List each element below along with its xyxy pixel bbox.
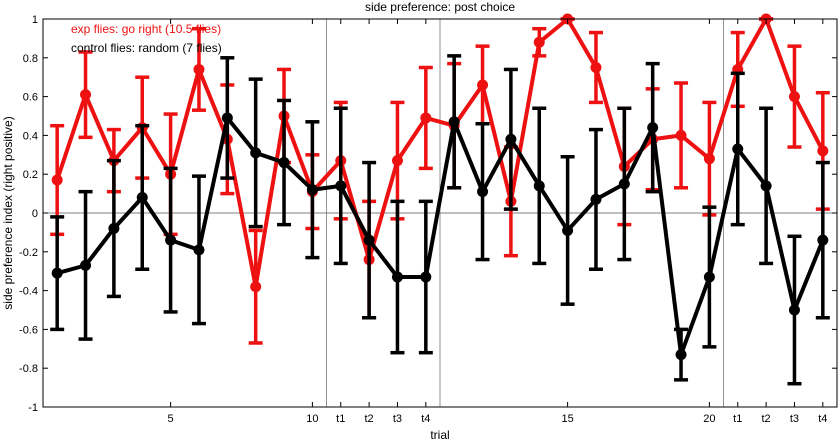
data-point: [732, 143, 744, 155]
data-point: [533, 180, 545, 192]
x-tick-label: t4: [818, 413, 827, 425]
y-tick-label: 0.2: [23, 169, 38, 181]
data-point: [335, 180, 347, 192]
data-point: [363, 234, 375, 246]
data-point: [420, 112, 432, 124]
y-tick-label: -1: [28, 402, 38, 414]
data-point: [675, 349, 687, 361]
y-tick-label: -0.4: [19, 286, 38, 298]
x-tick-label: t3: [790, 413, 799, 425]
data-point: [221, 112, 233, 124]
x-tick-label: t2: [365, 413, 374, 425]
y-tick-label: -0.6: [19, 324, 38, 336]
y-tick-label: -0.8: [19, 363, 38, 375]
y-axis-label: side preference index (right positive): [1, 116, 15, 309]
data-point: [193, 244, 205, 256]
x-tick-label: t1: [733, 413, 742, 425]
data-point: [590, 193, 602, 205]
y-tick-label: 1: [32, 14, 38, 26]
data-point: [51, 174, 63, 186]
data-point: [80, 259, 92, 271]
data-point: [505, 133, 517, 145]
x-tick-label: 15: [561, 413, 573, 425]
legend-entry-exp: exp flies: go right (10.5 flies): [71, 22, 221, 36]
data-point: [250, 147, 262, 159]
data-point: [562, 224, 574, 236]
data-point: [675, 129, 687, 141]
data-point: [788, 304, 800, 316]
x-tick-label: t2: [762, 413, 771, 425]
data-point: [391, 155, 403, 167]
x-tick-label: 10: [306, 413, 318, 425]
series-line: [56, 115, 825, 357]
y-tick-label: 0.6: [23, 92, 38, 104]
data-point: [590, 62, 602, 73]
data-point: [760, 180, 772, 192]
data-point: [306, 184, 318, 196]
data-point: [250, 281, 262, 293]
x-tick-label: 20: [703, 413, 715, 425]
data-point: [51, 267, 63, 279]
x-tick-label: t4: [421, 413, 430, 425]
data-point: [278, 157, 290, 169]
data-point: [448, 116, 460, 128]
data-point: [420, 271, 432, 283]
chart-guides: [43, 19, 837, 407]
y-tick-label: 0: [32, 208, 38, 220]
data-point: [193, 63, 205, 75]
data-point: [703, 271, 715, 283]
x-tick-label: t1: [336, 413, 345, 425]
x-tick-label: 5: [168, 413, 174, 425]
data-point: [391, 271, 403, 283]
y-tick-label: 0.8: [23, 53, 38, 65]
data-point: [618, 178, 630, 190]
y-tick-label: -0.2: [19, 247, 38, 259]
x-axis-ticks: 5 10 t1 t2 t3 t4 15 20 t1 t2 t3 t4: [168, 19, 827, 425]
x-axis-label: trial: [430, 428, 449, 442]
series-line: [55, 17, 825, 289]
legend-entry-control: control flies: random (7 flies): [71, 41, 222, 55]
data-point: [817, 234, 829, 246]
data-point: [817, 145, 829, 157]
x-tick-label: t3: [393, 413, 402, 425]
chart-title: side preference: post choice: [365, 0, 515, 14]
data-point: [788, 91, 800, 103]
data-point: [477, 186, 489, 198]
series-1: [50, 54, 830, 386]
data-point: [477, 79, 489, 91]
y-tick-label: 0.4: [23, 130, 38, 142]
data-point: [533, 36, 545, 48]
data-point: [108, 223, 120, 235]
y-axis-ticks: 1 0.8 0.6 0.4 0.2 0 -0.2 -0.4 -0.6 -0.8 -1: [19, 14, 837, 414]
chart-series: [50, 13, 830, 386]
data-point: [647, 122, 659, 134]
data-point: [165, 234, 177, 246]
data-point: [80, 89, 92, 101]
data-point: [703, 153, 715, 165]
data-point: [136, 191, 148, 203]
